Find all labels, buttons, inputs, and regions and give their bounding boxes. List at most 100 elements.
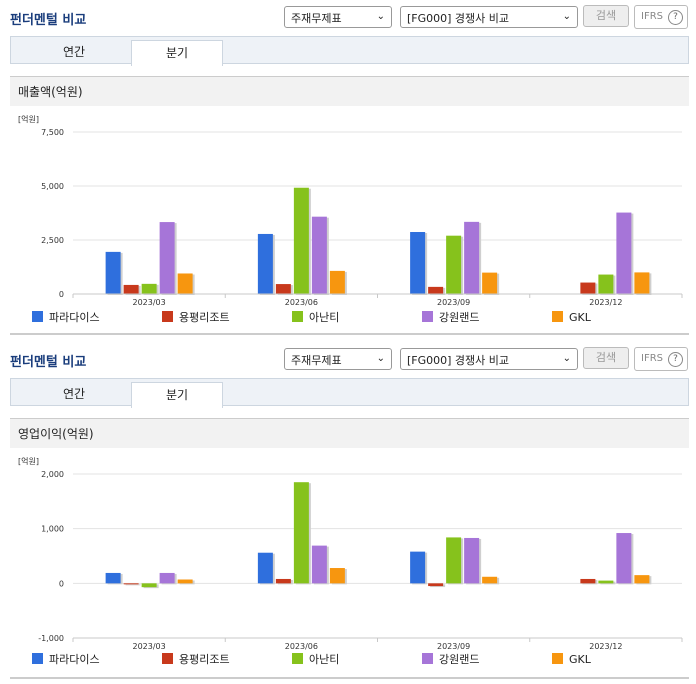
chart-legend: 파라다이스 용평리조트 아난티 강원랜드 GKL bbox=[10, 311, 689, 329]
unit-label: [억원] bbox=[18, 456, 39, 466]
unit-label: [억원] bbox=[18, 114, 39, 124]
tab-annual[interactable]: 연간 bbox=[62, 387, 86, 401]
bar[interactable] bbox=[428, 286, 444, 294]
peer-select[interactable]: [FG000] 경쟁사 비교 ⌄ bbox=[400, 348, 578, 370]
bar[interactable] bbox=[311, 545, 327, 584]
bar[interactable] bbox=[293, 482, 309, 584]
bar[interactable] bbox=[580, 578, 596, 584]
legend-item[interactable]: GKL bbox=[552, 653, 591, 667]
legend-item[interactable]: 용평리조트 bbox=[162, 311, 230, 325]
bar[interactable] bbox=[123, 284, 139, 294]
bar[interactable] bbox=[464, 537, 480, 584]
divider bbox=[10, 333, 689, 335]
x-tick-label: 2023/06 bbox=[285, 298, 318, 307]
search-button[interactable]: 검색 bbox=[583, 347, 629, 369]
bar[interactable] bbox=[428, 583, 444, 587]
statement-select-value: 주재무제표 bbox=[291, 12, 342, 25]
bar[interactable] bbox=[311, 216, 327, 294]
legend-item[interactable]: GKL bbox=[552, 311, 591, 325]
bar[interactable] bbox=[580, 282, 596, 294]
tab-quarterly[interactable]: 분기 bbox=[131, 382, 223, 408]
bar[interactable] bbox=[329, 568, 345, 584]
bar[interactable] bbox=[159, 222, 175, 294]
statement-select[interactable]: 주재무제표 ⌄ bbox=[284, 348, 392, 370]
bar[interactable] bbox=[598, 274, 614, 294]
bar[interactable] bbox=[410, 551, 426, 584]
bar[interactable] bbox=[257, 233, 273, 294]
legend-label: GKL bbox=[569, 311, 591, 324]
bar[interactable] bbox=[446, 235, 462, 294]
x-tick-label: 2023/09 bbox=[437, 298, 470, 307]
legend-item[interactable]: 파라다이스 bbox=[32, 653, 100, 667]
y-tick-label: 0 bbox=[59, 579, 64, 588]
x-tick-label: 2023/03 bbox=[133, 298, 166, 307]
ifrs-button[interactable]: IFRS ? bbox=[634, 347, 688, 371]
bar[interactable] bbox=[634, 575, 650, 584]
section-title: 영업이익(억원) bbox=[10, 418, 689, 448]
y-tick-label: 7,500 bbox=[41, 128, 64, 137]
bar[interactable] bbox=[634, 272, 650, 294]
bar[interactable] bbox=[616, 533, 632, 584]
legend-swatch bbox=[32, 653, 43, 664]
tab-quarterly[interactable]: 분기 bbox=[131, 40, 223, 66]
legend-item[interactable]: 강원랜드 bbox=[422, 653, 479, 667]
bar[interactable] bbox=[293, 187, 309, 294]
bar[interactable] bbox=[105, 251, 121, 294]
fundamental-panel-operating-profit: 펀더멘털 비교 주재무제표 ⌄ [FG000] 경쟁사 비교 ⌄ 검색 IFRS… bbox=[0, 342, 696, 684]
bar[interactable] bbox=[177, 579, 193, 584]
ifrs-label: IFRS bbox=[641, 353, 663, 364]
legend-label: 용평리조트 bbox=[179, 653, 230, 666]
legend-item[interactable]: 강원랜드 bbox=[422, 311, 479, 325]
bar[interactable] bbox=[105, 572, 121, 584]
legend-swatch bbox=[422, 653, 433, 664]
legend-item[interactable]: 용평리조트 bbox=[162, 653, 230, 667]
ifrs-button[interactable]: IFRS ? bbox=[634, 5, 688, 29]
bar[interactable] bbox=[598, 580, 614, 584]
y-tick-label: 0 bbox=[59, 290, 64, 299]
y-tick-label: 1,000 bbox=[41, 525, 64, 534]
legend-swatch bbox=[162, 311, 173, 322]
fundamental-panel-revenue: 펀더멘털 비교 주재무제표 ⌄ [FG000] 경쟁사 비교 ⌄ 검색 IFRS… bbox=[0, 0, 696, 340]
bar[interactable] bbox=[257, 552, 273, 584]
x-tick-label: 2023/03 bbox=[133, 642, 166, 651]
search-button[interactable]: 검색 bbox=[583, 5, 629, 27]
legend-swatch bbox=[552, 653, 563, 664]
chart-legend: 파라다이스 용평리조트 아난티 강원랜드 GKL bbox=[10, 653, 689, 671]
bar[interactable] bbox=[177, 273, 193, 294]
help-icon[interactable]: ? bbox=[668, 352, 683, 367]
help-icon[interactable]: ? bbox=[668, 10, 683, 25]
bar[interactable] bbox=[141, 583, 157, 588]
legend-swatch bbox=[292, 311, 303, 322]
legend-item[interactable]: 아난티 bbox=[292, 653, 339, 667]
legend-item[interactable]: 아난티 bbox=[292, 311, 339, 325]
tab-annual[interactable]: 연간 bbox=[62, 45, 86, 59]
x-tick-label: 2023/06 bbox=[285, 642, 318, 651]
peer-select[interactable]: [FG000] 경쟁사 비교 ⌄ bbox=[400, 6, 578, 28]
legend-label: GKL bbox=[569, 653, 591, 666]
x-tick-label: 2023/12 bbox=[589, 298, 622, 307]
revenue-chart: [억원] 0 2,500 5,000 7,500 2023/03 2023/06 2023/0… bbox=[18, 114, 683, 307]
bar[interactable] bbox=[141, 283, 157, 294]
bar[interactable] bbox=[410, 232, 426, 294]
bar[interactable] bbox=[329, 270, 345, 294]
legend-label: 용평리조트 bbox=[179, 311, 230, 324]
legend-item[interactable]: 파라다이스 bbox=[32, 311, 100, 325]
bar[interactable] bbox=[123, 583, 139, 585]
bar[interactable] bbox=[464, 221, 480, 294]
bar[interactable] bbox=[446, 537, 462, 584]
chevron-down-icon: ⌄ bbox=[562, 353, 571, 364]
bar[interactable] bbox=[159, 572, 175, 584]
legend-label: 강원랜드 bbox=[439, 311, 480, 324]
y-tick-label: 5,000 bbox=[41, 182, 64, 191]
legend-label: 아난티 bbox=[309, 311, 340, 324]
bar[interactable] bbox=[275, 578, 291, 584]
bar[interactable] bbox=[275, 284, 291, 294]
bar[interactable] bbox=[616, 212, 632, 294]
legend-label: 파라다이스 bbox=[49, 653, 100, 666]
y-tick-label: -1,000 bbox=[38, 634, 64, 643]
legend-swatch bbox=[422, 311, 433, 322]
bar[interactable] bbox=[482, 272, 498, 294]
bar[interactable] bbox=[482, 576, 498, 584]
y-tick-label: 2,500 bbox=[41, 236, 64, 245]
statement-select[interactable]: 주재무제표 ⌄ bbox=[284, 6, 392, 28]
